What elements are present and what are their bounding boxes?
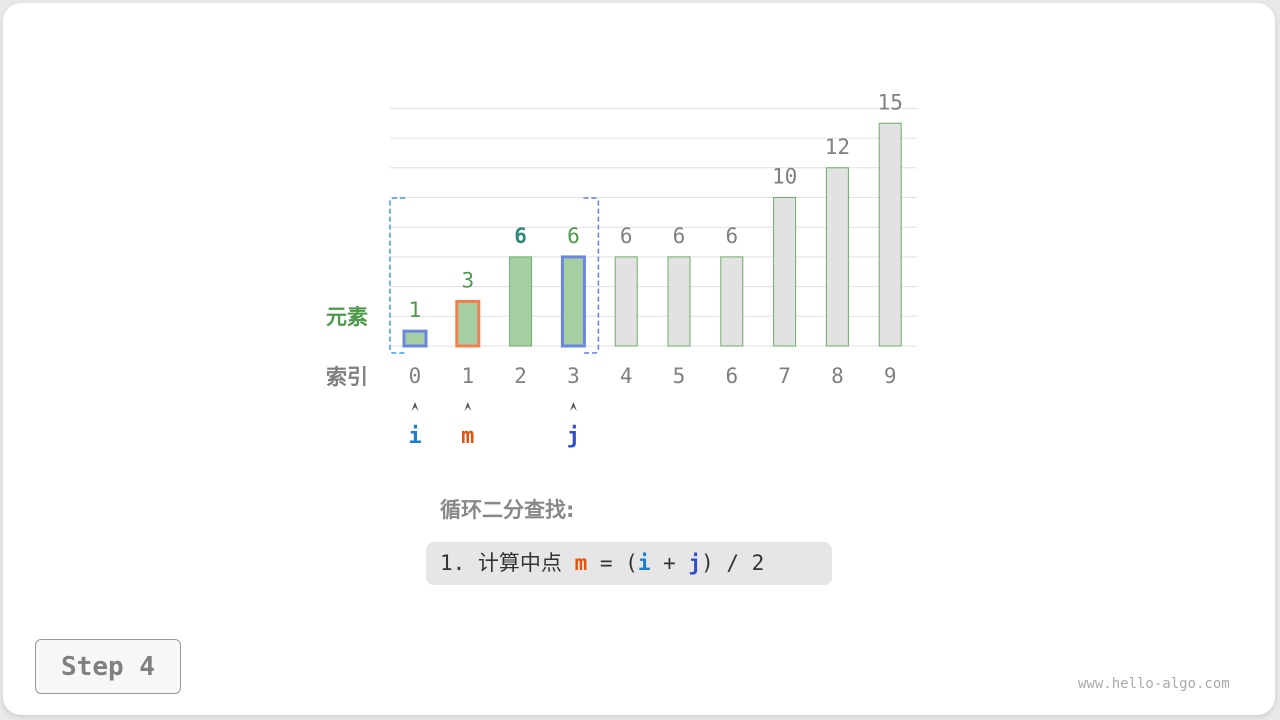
index-label: 6 <box>725 364 738 388</box>
index-label: 0 <box>409 364 422 388</box>
index-label: 2 <box>514 364 527 388</box>
bar <box>825 167 849 347</box>
pointer-j: j <box>567 424 580 449</box>
index-label: 4 <box>620 364 633 388</box>
pointer-arrow-icon <box>464 402 472 411</box>
pointer-i: i <box>408 424 421 449</box>
formula-suffix: ) / 2 <box>701 551 765 575</box>
value-label: 3 <box>461 268 474 292</box>
bar <box>455 299 481 348</box>
value-label: 6 <box>514 224 527 248</box>
step-formula: 1. 计算中点 m = (i + j) / 2 <box>426 542 832 585</box>
formula-prefix: 1. 计算中点 <box>440 551 575 575</box>
index-label: 7 <box>778 364 791 388</box>
value-label: 6 <box>567 224 580 248</box>
value-label: 12 <box>825 135 850 159</box>
bar <box>509 256 533 347</box>
value-label: 6 <box>725 224 738 248</box>
value-label: 6 <box>673 224 686 248</box>
index-label: 索引 <box>326 365 368 389</box>
formula-i: i <box>637 551 651 575</box>
bar <box>667 256 691 347</box>
formula-plus: + <box>650 551 689 575</box>
index-label: 3 <box>567 364 580 388</box>
formula-eq: = ( <box>587 551 638 575</box>
bar <box>614 256 638 347</box>
step-button[interactable]: Step 4 <box>35 639 181 694</box>
watermark: www.hello-algo.com <box>1078 676 1230 692</box>
value-label: 15 <box>878 90 903 114</box>
search-range-right-bracket <box>583 197 600 354</box>
value-label: 1 <box>409 298 422 322</box>
index-label: 8 <box>831 364 844 388</box>
index-label: 5 <box>673 364 686 388</box>
bar <box>878 122 902 347</box>
pointer-arrow-icon <box>569 402 577 411</box>
index-label: 9 <box>884 364 897 388</box>
bar <box>560 255 586 348</box>
element-label: 元素 <box>326 305 368 329</box>
bar <box>720 256 744 347</box>
algorithm-title: 循环二分查找: <box>440 498 575 522</box>
formula-j: j <box>688 551 702 575</box>
pointer-arrow-icon <box>411 402 419 411</box>
bar <box>773 197 797 347</box>
pointer-m: m <box>461 424 474 449</box>
index-label: 1 <box>461 364 474 388</box>
formula-m: m <box>574 551 588 575</box>
value-label: 10 <box>772 165 797 189</box>
value-label: 6 <box>620 224 633 248</box>
search-range-left-bracket <box>389 197 405 354</box>
bar <box>402 329 428 348</box>
slide-card <box>3 3 1275 715</box>
